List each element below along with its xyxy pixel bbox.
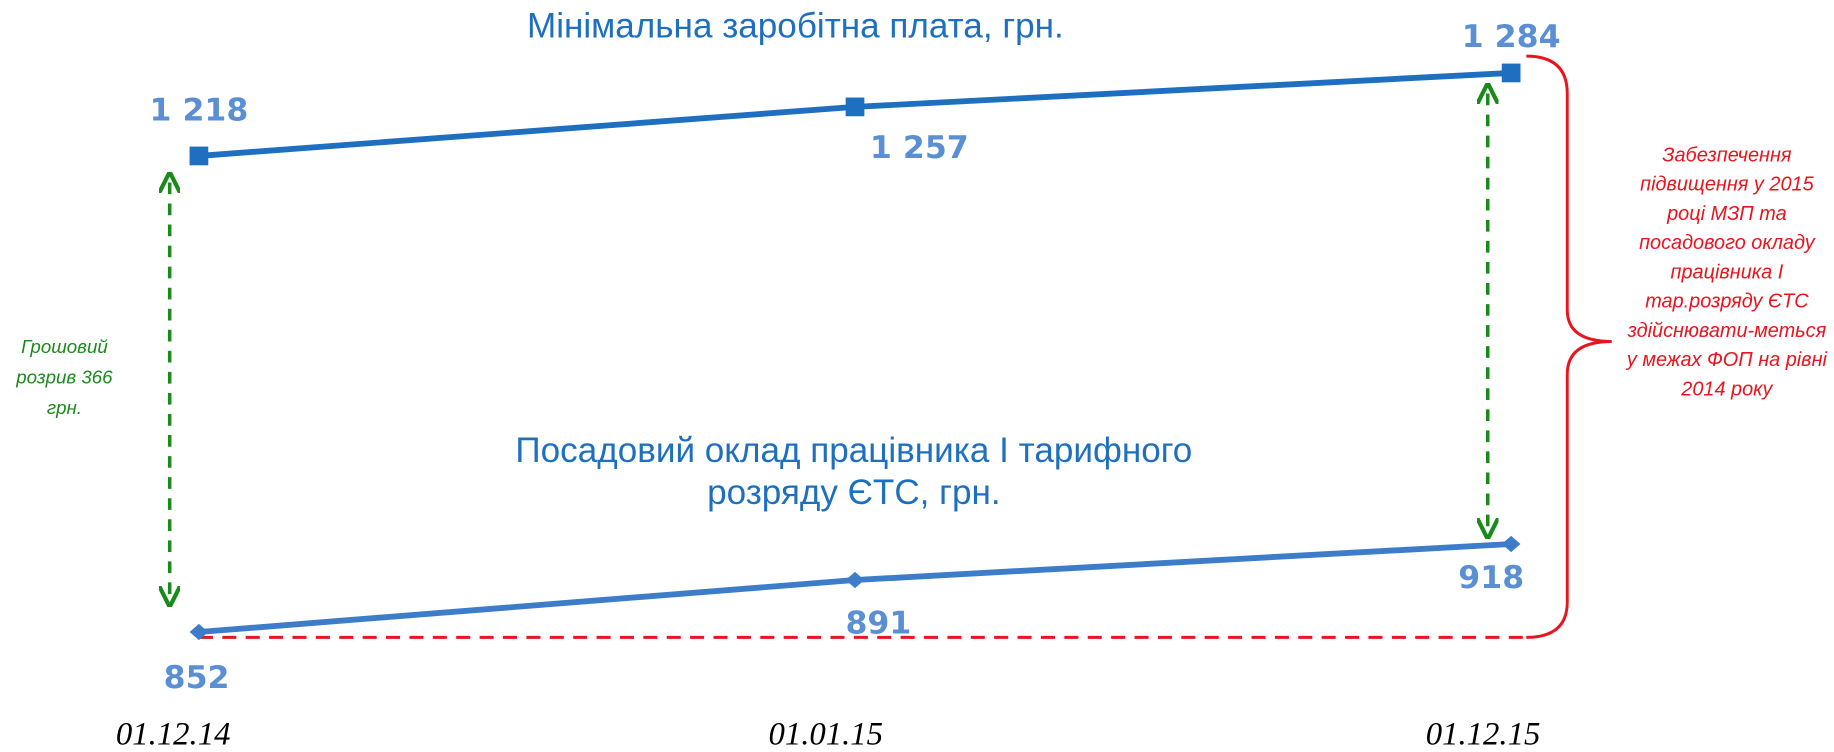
point: [189, 146, 209, 166]
series-name-text: Посадовий оклад працівника І тарифного р…: [515, 431, 1193, 513]
gap-annotation: Грошовий розрив 366 грн.: [16, 337, 113, 419]
brace: [1526, 54, 1612, 639]
value-label: 852: [164, 660, 230, 696]
value-label: 1 284: [1462, 19, 1561, 55]
note-text: Забезпечення підвищення у 2015 році МЗП …: [1626, 143, 1827, 400]
value-label: 1 218: [149, 92, 248, 128]
point: [845, 571, 865, 589]
series-name: Посадовий оклад працівника І тарифного р…: [515, 431, 1193, 513]
series-name-text: Мінімальна заробітна плата, грн.: [526, 7, 1064, 46]
point: [845, 97, 865, 117]
point: [189, 623, 209, 641]
x-tick-label: 01.12.14: [116, 716, 231, 752]
point: [1501, 63, 1521, 83]
gap-text: Грошовий розрив 366 грн.: [16, 337, 113, 419]
value-label: 1 257: [870, 130, 969, 166]
value-label: 918: [1458, 560, 1524, 596]
x-tick-label: 01.12.15: [1426, 716, 1541, 752]
note-annotation: Забезпечення підвищення у 2015 році МЗП …: [1626, 143, 1827, 400]
series-name: Мінімальна заробітна плата, грн.: [526, 7, 1064, 46]
value-label: 891: [845, 605, 911, 641]
x-tick-label: 01.01.15: [768, 716, 883, 752]
point: [1501, 535, 1521, 553]
